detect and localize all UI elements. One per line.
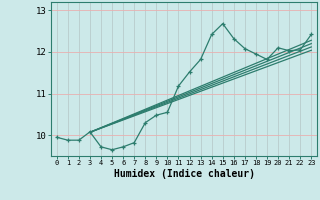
X-axis label: Humidex (Indice chaleur): Humidex (Indice chaleur): [114, 169, 254, 179]
